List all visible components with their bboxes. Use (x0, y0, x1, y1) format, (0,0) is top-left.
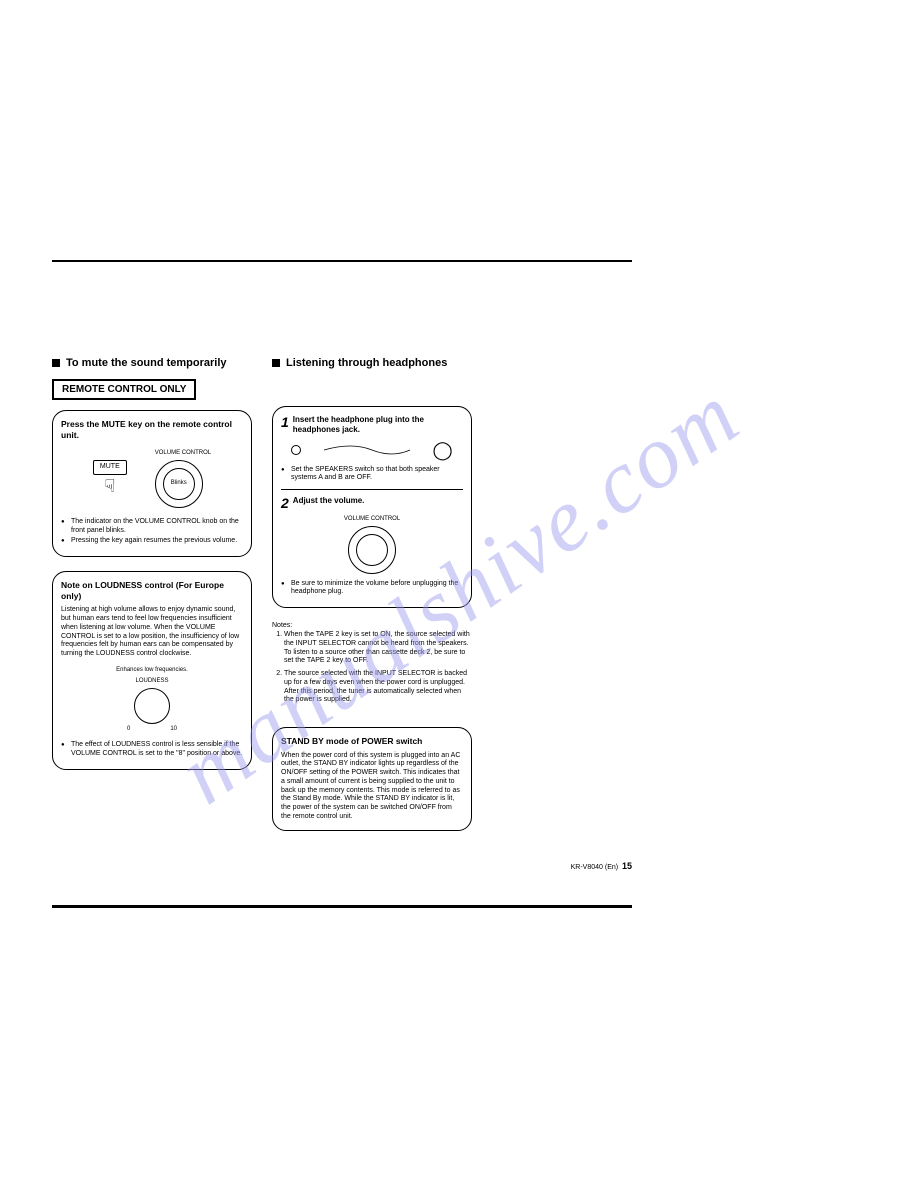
loudness-footnote: The effect of LOUDNESS control is less s… (61, 741, 243, 759)
mute-key-label: MUTE (93, 460, 127, 475)
list-item: When the TAPE 2 key is set to ON, the so… (284, 631, 472, 666)
left-column: To mute the sound temporarily REMOTE CON… (52, 357, 252, 845)
mute-notes-list: The indicator on the VOLUME CONTROL knob… (61, 518, 243, 546)
manual-page: To mute the sound temporarily REMOTE CON… (52, 260, 632, 908)
list-item: Set the SPEAKERS switch so that both spe… (281, 466, 463, 484)
mute-heading-text: To mute the sound temporarily (66, 357, 227, 369)
page-footer: KR-V8040 (En) 15 (52, 861, 632, 871)
headphones-heading: Listening through headphones (272, 357, 472, 369)
list-item: Pressing the key again resumes the previ… (61, 537, 243, 546)
step-2-text: Adjust the volume. (293, 496, 365, 506)
mute-key-illustration: MUTE ☟ (93, 460, 127, 497)
headphone-illustration: ◯ (281, 439, 463, 462)
loudness-box: Note on LOUDNESS control (For Europe onl… (52, 571, 252, 770)
headphone-jack-icon (291, 445, 301, 455)
volume-adjust-illustration: VOLUME CONTROL (281, 516, 463, 574)
model-number: KR-V8040 (En) (571, 864, 618, 871)
step-1-number: 1 (281, 415, 289, 429)
step-2: 2 Adjust the volume. (281, 496, 463, 510)
step-2-notes: Be sure to minimize the volume before un… (281, 580, 463, 598)
bullet-square-icon (272, 359, 280, 367)
marker-min: 0 (127, 726, 130, 734)
spacer (272, 379, 472, 406)
bullet-square-icon (52, 359, 60, 367)
headphone-cable-icon (322, 440, 412, 460)
knob-blinks-text: Blinks (163, 468, 195, 500)
step-2-number: 2 (281, 496, 289, 510)
mute-box-title: Press the MUTE key on the remote control… (61, 419, 243, 440)
step-divider (281, 489, 463, 490)
standby-body: When the power cord of this system is pl… (281, 752, 463, 822)
list-item: The effect of LOUDNESS control is less s… (61, 741, 243, 759)
list-item: Be sure to minimize the volume before un… (281, 580, 463, 598)
volume-knob-icon: Blinks (155, 460, 203, 508)
loudness-caption: Enhances low frequencies. (61, 667, 243, 675)
marker-max: 10 (170, 726, 177, 734)
mute-diagram: MUTE ☟ VOLUME CONTROL Blinks (61, 450, 243, 508)
page-number: 15 (622, 861, 632, 871)
list-item: The indicator on the VOLUME CONTROL knob… (61, 518, 243, 536)
loudness-knob-icon (134, 688, 170, 724)
headphones-heading-text: Listening through headphones (286, 357, 447, 369)
loudness-knob-label: LOUDNESS (61, 678, 243, 686)
top-rule (52, 260, 632, 262)
volume-knob-icon-2 (348, 526, 396, 574)
two-column-layout: To mute the sound temporarily REMOTE CON… (52, 357, 632, 845)
step-1-notes: Set the SPEAKERS switch so that both spe… (281, 466, 463, 484)
mute-heading: To mute the sound temporarily (52, 357, 252, 369)
standby-box: STAND BY mode of POWER switch When the p… (272, 727, 472, 831)
scan-artifact-line (52, 905, 632, 908)
general-notes: Notes: When the TAPE 2 key is set to ON,… (272, 622, 472, 705)
pointing-hand-icon: ☟ (93, 475, 127, 498)
volume-knob-illustration: VOLUME CONTROL Blinks (155, 450, 211, 508)
mute-instruction-box: Press the MUTE key on the remote control… (52, 410, 252, 557)
standby-title: STAND BY mode of POWER switch (281, 736, 463, 747)
loudness-diagram: Enhances low frequencies. LOUDNESS 0 10 (61, 667, 243, 734)
loudness-title: Note on LOUDNESS control (For Europe onl… (61, 580, 243, 601)
earbud-icon: ◯ (433, 439, 453, 462)
headphone-steps-box: 1 Insert the headphone plug into the hea… (272, 406, 472, 608)
step-1-text: Insert the headphone plug into the headp… (293, 415, 463, 435)
remote-only-label: REMOTE CONTROL ONLY (52, 379, 196, 400)
list-item: The source selected with the INPUT SELEC… (284, 670, 472, 705)
loudness-markers: 0 10 (127, 726, 177, 734)
loudness-body: Listening at high volume allows to enjoy… (61, 606, 243, 659)
step-1: 1 Insert the headphone plug into the hea… (281, 415, 463, 435)
notes-heading: Notes: (272, 622, 472, 629)
notes-list: When the TAPE 2 key is set to ON, the so… (272, 631, 472, 705)
volume-knob-label-2: VOLUME CONTROL (281, 516, 463, 524)
volume-knob-label: VOLUME CONTROL (155, 450, 211, 458)
right-column: Listening through headphones 1 Insert th… (272, 357, 472, 845)
